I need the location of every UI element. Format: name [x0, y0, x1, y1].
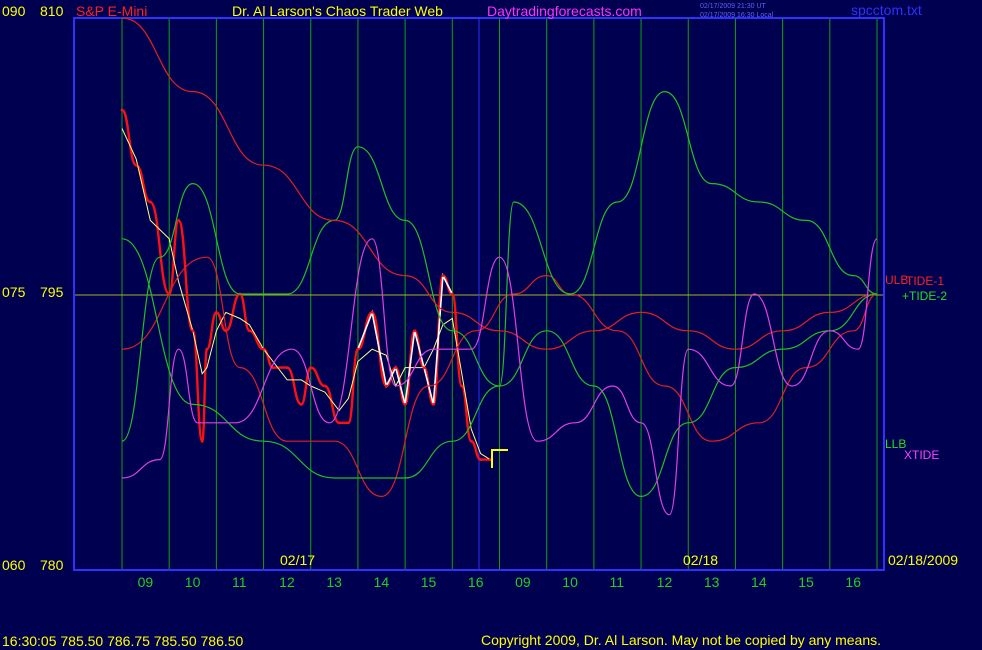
- hour-tick-label: 16: [468, 574, 484, 590]
- price-point: [205, 347, 209, 351]
- price-point: [370, 311, 374, 314]
- legend-tide1: TIDE-1: [906, 274, 944, 288]
- left-scale-bottom: 060: [2, 557, 26, 573]
- series-layer: [120, 17, 878, 516]
- hour-tick-label: 13: [704, 574, 720, 590]
- series-line-llb: [121, 238, 878, 497]
- date-label-second: 02/18: [683, 552, 718, 568]
- price-point: [384, 384, 388, 388]
- price-point: [460, 384, 464, 388]
- series-line-tide-1: [121, 256, 878, 497]
- price-point: [403, 403, 407, 406]
- hour-tick-label: 09: [138, 574, 154, 590]
- price-point: [422, 366, 426, 369]
- hour-tick-label: 09: [515, 574, 531, 590]
- price-point: [413, 329, 416, 333]
- legend-xtide: XTIDE: [904, 448, 939, 462]
- site-link[interactable]: Daytradingforecasts.com: [487, 3, 642, 19]
- price-point: [262, 347, 265, 351]
- hour-tick-label: 10: [185, 574, 201, 590]
- left-price-mid: 795: [40, 284, 64, 300]
- file-name: spcctom.txt: [851, 2, 922, 18]
- price-point: [469, 439, 473, 443]
- price-point: [148, 200, 152, 204]
- hour-tick-label: 12: [657, 574, 673, 590]
- hour-tick-label: 15: [421, 574, 437, 590]
- price-point: [285, 366, 289, 369]
- hour-tick-label: 16: [845, 574, 861, 590]
- price-point: [450, 292, 454, 296]
- price-point: [432, 403, 435, 406]
- price-point: [191, 329, 195, 333]
- now-marker: [491, 449, 508, 468]
- left-price-top: 810: [40, 3, 64, 19]
- legend-tide2: +TIDE-2: [902, 289, 947, 303]
- hour-tick-label: 14: [374, 574, 390, 590]
- hour-tick-labels: 09 10 11 12 13 14 15 16 09 10 11 12 13 14 15 16: [138, 574, 862, 590]
- hour-tick-label: 12: [279, 574, 295, 590]
- price-point: [347, 421, 350, 425]
- hour-tick-label: 13: [326, 574, 342, 590]
- price-point: [441, 274, 445, 277]
- price-point: [356, 347, 360, 351]
- price-point: [299, 403, 303, 406]
- price-point: [394, 366, 398, 369]
- left-scale-mid: 075: [2, 284, 26, 300]
- hour-tick-label: 15: [798, 574, 814, 590]
- hour-tick-label: 10: [562, 574, 578, 590]
- price-point: [488, 458, 492, 461]
- price-point: [337, 421, 341, 425]
- legend-ulb: ULB: [885, 273, 908, 287]
- price-point: [309, 366, 313, 369]
- price-point: [323, 384, 327, 388]
- left-price-bottom: 780: [40, 557, 64, 573]
- symbol-label: S&P E-Mini: [76, 3, 147, 19]
- hour-tick-label: 14: [751, 574, 767, 590]
- series-line-ulb: [121, 17, 878, 350]
- utc-time: 02/17/2009 21:30 UT: [700, 3, 766, 10]
- date-label-first: 02/17: [280, 552, 315, 568]
- quote-line: 16:30:05 785.50 786.75 785.50 786.50: [2, 633, 244, 649]
- price-point: [120, 108, 124, 112]
- date-label-end: 02/18/2009: [888, 552, 958, 568]
- price-point: [200, 439, 204, 443]
- hour-tick-label: 11: [232, 574, 247, 590]
- legend-llb: LLB: [885, 437, 906, 451]
- copyright-line: Copyright 2009, Dr. Al Larson. May not b…: [481, 632, 881, 648]
- price-point: [248, 329, 251, 333]
- price-point: [134, 163, 138, 167]
- series-line-xtide: [121, 238, 878, 516]
- left-scale-top: 090: [2, 3, 26, 19]
- local-time: 02/17/2009 16:30 Local: [700, 12, 774, 19]
- price-point: [177, 219, 181, 222]
- price-recent-segment: [357, 272, 454, 405]
- price-point: [479, 458, 482, 461]
- price-point: [215, 311, 218, 314]
- hour-tick-label: 11: [609, 574, 624, 590]
- page-title: Dr. Al Larson's Chaos Trader Web: [232, 3, 443, 19]
